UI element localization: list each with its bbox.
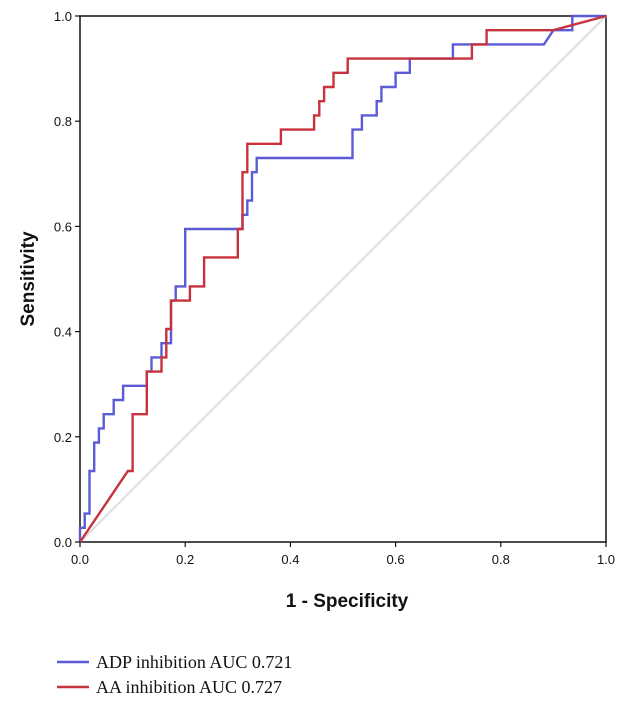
legend-item-aa: AA inhibition AUC 0.727: [57, 677, 282, 697]
y-tick-label: 0.6: [54, 219, 72, 234]
x-tick-label: 0.0: [71, 552, 89, 567]
aa-inhibition-roc-line: [79, 14, 607, 543]
reference-diagonal-line: [79, 15, 607, 543]
x-tick-label: 0.6: [387, 552, 405, 567]
x-axis-label: 1 - Specificity: [286, 591, 409, 612]
legend: ADP inhibition AUC 0.721 AA inhibition AU…: [57, 652, 292, 697]
y-tick-label: 0.4: [54, 325, 72, 340]
x-tick-label: 0.4: [281, 552, 299, 567]
legend-label: ADP inhibition AUC 0.721: [96, 652, 292, 672]
y-axis-label: Sensitivity: [18, 231, 39, 326]
legend-label: AA inhibition AUC 0.727: [96, 677, 282, 697]
reference-line-layer: [79, 15, 607, 543]
y-tick-label: 0.2: [54, 430, 72, 445]
x-tick-label: 1.0: [597, 552, 615, 567]
adp-inhibition-roc-line: [78, 14, 606, 542]
x-tick-label: 0.2: [176, 552, 194, 567]
y-tick-label: 0.0: [54, 535, 72, 550]
axis-ticks: 0.0 0.2 0.4 0.6 0.8 1.0 0.0 0.2 0.4 0.6 0.8 1.0: [54, 9, 615, 567]
y-tick-label: 0.8: [54, 114, 72, 129]
x-tick-label: 0.8: [492, 552, 510, 567]
y-tick-label: 1.0: [54, 9, 72, 24]
legend-item-adp: ADP inhibition AUC 0.721: [57, 652, 292, 672]
series-layer: [78, 14, 607, 543]
